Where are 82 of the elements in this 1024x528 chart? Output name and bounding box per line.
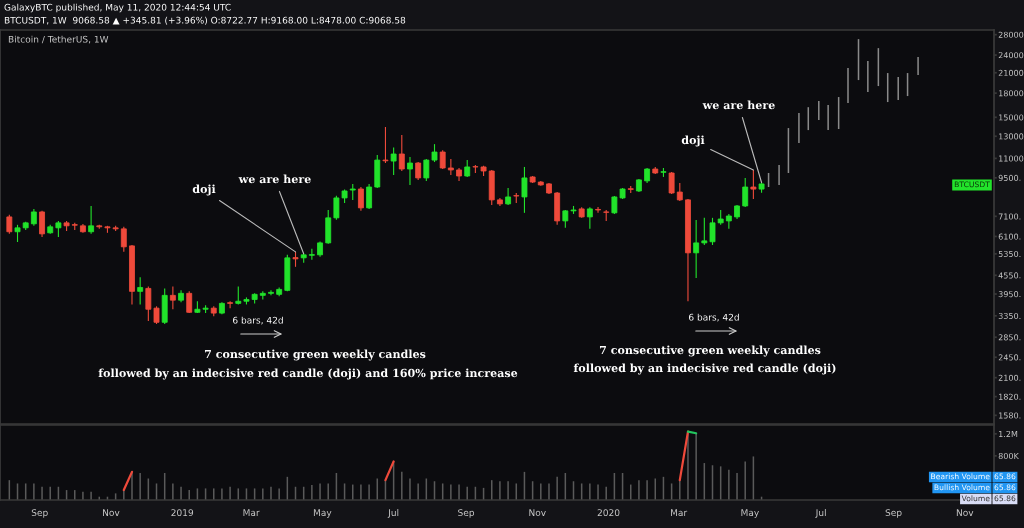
x-tick-label: Nov: [103, 509, 120, 517]
y-tick-label: 800K: [998, 452, 1019, 460]
y-tick-label: 1580.: [999, 412, 1021, 419]
x-tick-label: Nov: [529, 509, 546, 517]
y-tick-label: 11000: [999, 155, 1024, 162]
candlestick: [300, 253, 307, 264]
x-tick-label: Sep: [458, 509, 475, 518]
annotation: 7 consecutive green weekly candles: [599, 345, 821, 357]
annotation: we are here: [702, 100, 775, 110]
annotation: followed by an indecisive red candle (doji) and 160% price increase: [98, 368, 518, 380]
candlestick: [709, 217, 716, 246]
y-tick-label: 15000: [999, 114, 1024, 121]
annotation: followed by an indecisive red candle (doji): [573, 363, 836, 375]
y-tick-label: 4550.: [998, 272, 1021, 279]
candlestick: [63, 220, 70, 232]
y-tick-label: 1820.: [999, 393, 1021, 400]
candlestick: [668, 171, 675, 195]
candlestick: [47, 224, 54, 235]
y-tick-label: 6100.: [998, 233, 1021, 240]
candlestick: [137, 276, 144, 306]
candlestick: [431, 143, 438, 163]
y-tick-label: 3950.: [998, 291, 1021, 298]
candlestick: [701, 217, 708, 246]
candlestick: [439, 149, 446, 170]
x-tick-label: Sep: [31, 509, 48, 518]
candlestick: [227, 300, 234, 309]
candlestick: [276, 286, 283, 297]
candlestick: [6, 214, 13, 235]
annotation: Bitcoin / TetherUS, 1W: [8, 35, 109, 44]
y-tick-label: 3350.: [998, 312, 1021, 319]
y-tick-label: 2450.: [998, 354, 1021, 361]
candlestick: [423, 158, 430, 182]
x-tick-label: Jul: [387, 509, 399, 518]
chart-title: GalaxyBTC published, May 11, 2020 12:44:54 UTC: [4, 3, 231, 13]
x-tick-label: Mar: [243, 509, 260, 517]
x-tick-label: Sep: [885, 509, 902, 518]
y-tick-label: 28000: [998, 31, 1024, 38]
annotation: 6 bars, 42d: [233, 316, 283, 325]
candlestick: [374, 154, 381, 189]
candlestick: [676, 182, 683, 202]
y-tick-label: 1.2M: [999, 430, 1018, 437]
candlestick: [578, 206, 585, 219]
chart-subtitle: BTCUSDT, 1W 9068.58 ▲ +345.81 (+3.96%) O:8722.77 H:9168.00 L:8478.00 C:9068.58: [4, 16, 406, 25]
candlestick: [521, 166, 528, 214]
candlestick: [742, 177, 749, 208]
x-tick-label: Mar: [671, 509, 688, 517]
y-tick-label: 5350.: [998, 250, 1021, 257]
y-tick-label: 9500.: [998, 174, 1021, 181]
candlestick: [595, 206, 601, 214]
x-tick-label: May: [313, 509, 332, 518]
y-tick-label: 2100.: [998, 374, 1021, 381]
candlestick: [513, 192, 520, 204]
candlestick: [562, 209, 569, 229]
candlestick: [750, 169, 757, 200]
candlestick: [447, 158, 454, 176]
x-tick-label: May: [741, 509, 759, 518]
y-tick-label: 13000: [999, 133, 1024, 140]
x-tick-label: 2019: [171, 509, 194, 517]
y-tick-label: 7100.: [998, 213, 1021, 220]
candlestick: [210, 305, 217, 317]
x-tick-label: Jul: [815, 509, 826, 518]
y-tick-label: 2850.: [998, 334, 1021, 341]
annotation: we are here: [238, 174, 311, 184]
candlestick: [390, 146, 397, 176]
candlestick: [415, 161, 422, 181]
candlestick: [603, 209, 610, 222]
candlestick: [398, 134, 405, 172]
candlestick: [96, 224, 103, 230]
candlestick: [537, 180, 544, 187]
candlestick: [717, 209, 724, 226]
x-tick-label: 2020: [597, 509, 620, 517]
annotation: 7 consecutive green weekly candles: [204, 349, 426, 361]
y-tick-label: 18000: [999, 90, 1024, 97]
candlestick: [488, 169, 495, 206]
x-tick-label: Nov: [956, 509, 974, 517]
annotation: doji: [681, 135, 705, 147]
y-tick-label: 21000: [998, 69, 1024, 76]
candlestick: [382, 126, 389, 164]
candlestick: [660, 167, 667, 178]
y-tick-label: 24000: [998, 52, 1024, 59]
annotation: 6 bars, 42d: [689, 313, 739, 322]
annotation: doji: [192, 184, 216, 196]
